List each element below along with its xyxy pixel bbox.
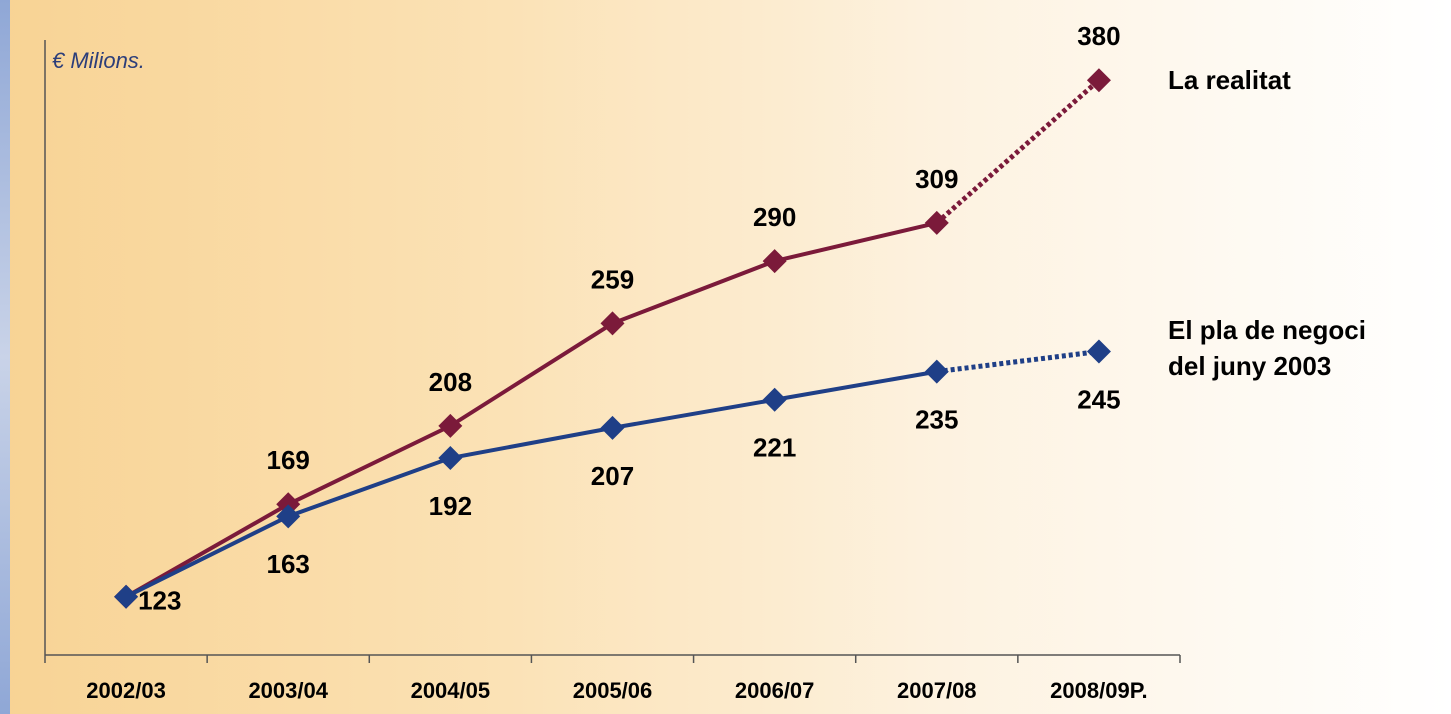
legend-entry: La realitat xyxy=(1168,65,1291,96)
legend-entry: El pla de negoci del juny 2003 xyxy=(1168,314,1366,381)
x-tick-label: 2005/06 xyxy=(573,678,653,703)
y-axis-label: € Milions. xyxy=(52,48,145,73)
data-label: 163 xyxy=(267,549,310,579)
marker xyxy=(600,415,625,440)
data-label: 221 xyxy=(753,433,796,463)
x-tick-label: 2003/04 xyxy=(248,678,328,703)
data-label: 380 xyxy=(1077,21,1120,51)
data-label: 309 xyxy=(915,164,958,194)
data-label: 245 xyxy=(1077,384,1120,414)
x-tick-label: 2008/09P. xyxy=(1050,678,1147,703)
projected-line xyxy=(935,78,1101,225)
data-label: 290 xyxy=(753,202,796,232)
x-tick-label: 2006/07 xyxy=(735,678,815,703)
projected-line xyxy=(936,349,1100,375)
x-tick-label: 2004/05 xyxy=(411,678,491,703)
marker xyxy=(1086,68,1111,93)
marker xyxy=(438,413,463,438)
data-label: 123 xyxy=(138,586,181,616)
marker xyxy=(438,446,463,471)
marker xyxy=(276,504,301,529)
side-strip xyxy=(0,0,10,714)
marker xyxy=(276,492,301,517)
data-label: 259 xyxy=(591,264,634,294)
series-line xyxy=(125,220,938,599)
data-label: 192 xyxy=(429,491,472,521)
marker xyxy=(762,249,787,274)
marker xyxy=(600,311,625,336)
marker xyxy=(924,359,949,384)
x-tick-label: 2007/08 xyxy=(897,678,977,703)
data-label: 235 xyxy=(915,404,958,434)
marker xyxy=(762,387,787,412)
series-line xyxy=(125,369,938,599)
marker xyxy=(1086,339,1111,364)
data-label: 169 xyxy=(267,445,310,475)
data-label: 207 xyxy=(591,461,634,491)
x-tick-label: 2002/03 xyxy=(86,678,166,703)
data-label: 208 xyxy=(429,367,472,397)
marker xyxy=(114,584,139,609)
marker xyxy=(924,210,949,235)
